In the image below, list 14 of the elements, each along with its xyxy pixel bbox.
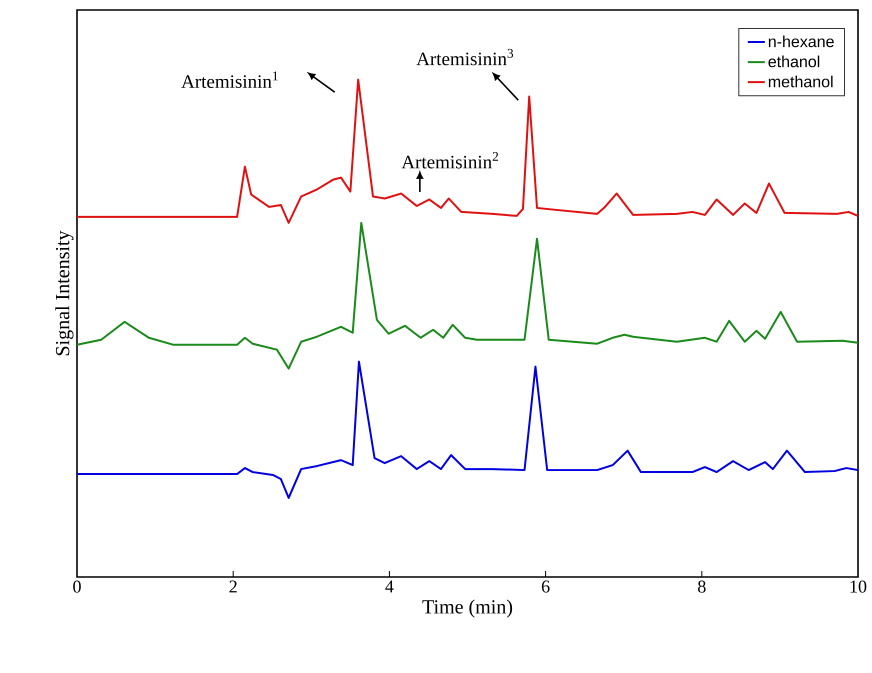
annotation: Artemisinin$^{2}$ (402, 152, 498, 168)
annotation: Artemisinin$^{1}$ (181, 72, 278, 88)
x-tick-label: 10 (850, 580, 866, 593)
x-tick-label: 6 (542, 580, 550, 593)
x-tick-label: 2 (230, 580, 237, 592)
x-tick-label: 0 (73, 580, 81, 593)
x-tick-label: 4 (385, 580, 394, 592)
legend-label: ethanol (768, 56, 820, 68)
legend-label: methanol (768, 76, 833, 88)
x-tick-label: 8 (698, 580, 706, 593)
x-axis-title: Time (min) (422, 600, 512, 618)
legend-label: n-hexane (768, 35, 834, 48)
y-axis-title: Signal Intensity (55, 230, 74, 356)
text: Artemisinin$^{3}$ (416, 48, 514, 66)
